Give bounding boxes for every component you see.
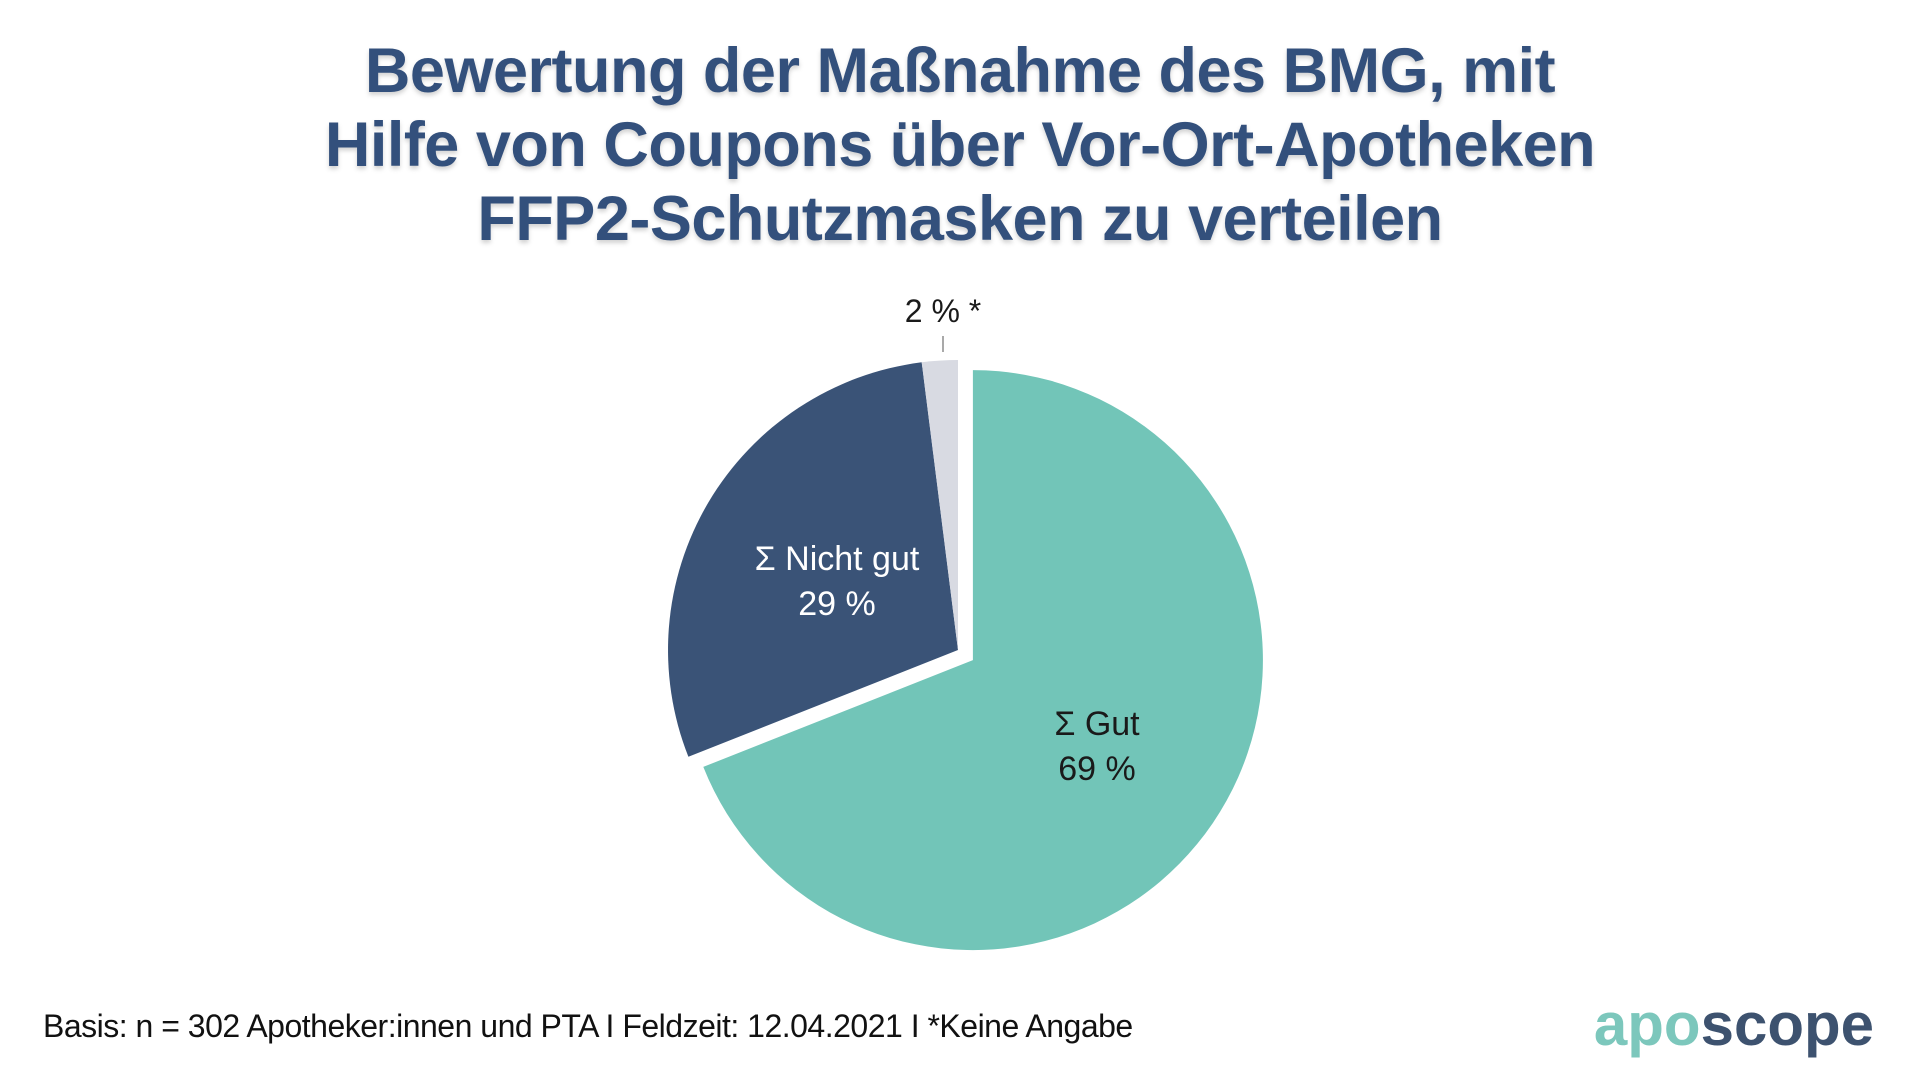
pie-label-keine-angabe: 2 % * [904,293,982,329]
logo-part-apo: apo [1593,991,1701,1058]
aposcope-logo: aposcope [1594,990,1874,1059]
pie-label-nicht-gut-name: Σ Nicht gut [754,540,920,578]
callout-leader-line [942,336,944,352]
pie-slice-gut [703,370,1263,951]
pie-label-gut: Σ Gut 69 % [947,702,1247,792]
pie-slice-keine-angabe [921,360,958,650]
pie-label-nicht-gut: Σ Nicht gut 29 % [687,537,987,627]
pie-label-gut-name: Σ Gut [1054,705,1140,743]
pie-slice-nicht-gut [668,362,958,757]
logo-part-scope: scope [1700,991,1874,1058]
pie-label-gut-value: 69 % [1058,750,1136,788]
page-title: Bewertung der Maßnahme des BMG, mit Hilf… [324,36,1596,254]
pie-label-nicht-gut-value: 29 % [798,585,876,623]
basis-footnote: Basis: n = 302 Apotheker:innen und PTA I… [43,1008,1133,1044]
